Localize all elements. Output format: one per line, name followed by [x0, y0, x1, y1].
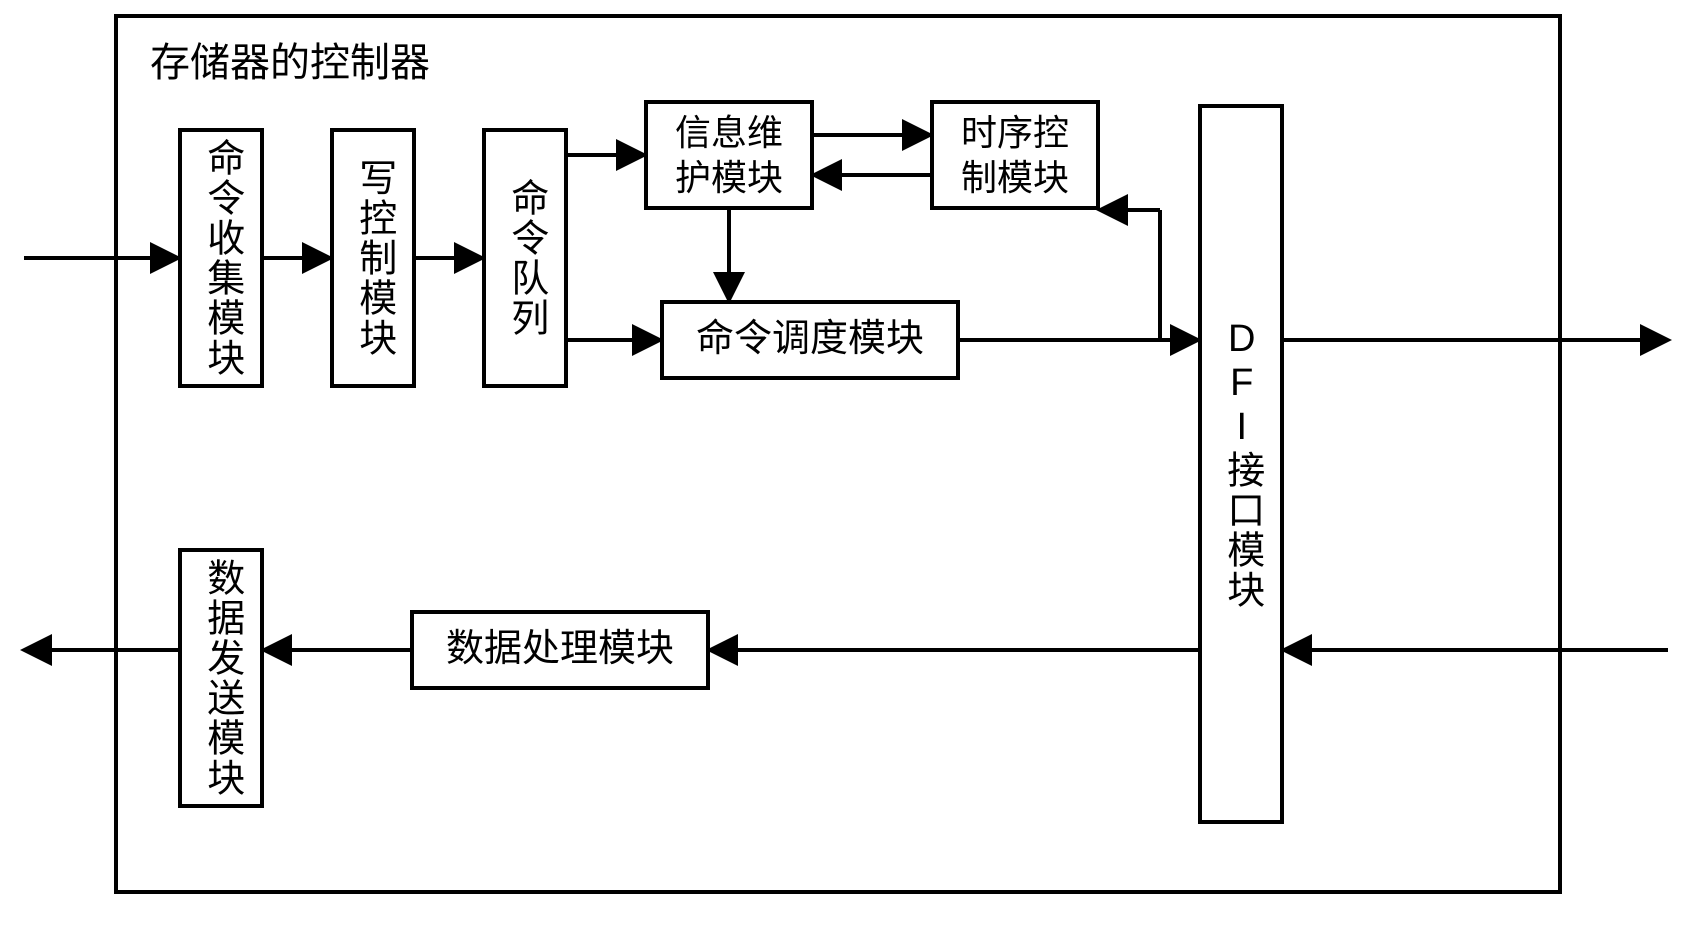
node-info-maint: 信息维 护模块	[644, 100, 814, 210]
node-timing-ctrl: 时序控 制模块	[930, 100, 1100, 210]
node-data-proc-label: 数据处理模块	[446, 626, 674, 674]
diagram-canvas: 存储器的控制器 命令收集模块 写控制模块 命令队列 信息维 护模块 时序控 制模…	[0, 0, 1691, 928]
node-cmd-sched: 命令调度模块	[660, 300, 960, 380]
node-write-ctrl-label: 写控制模块	[349, 158, 397, 358]
node-dfi: DFI接口模块	[1198, 104, 1284, 824]
node-write-ctrl: 写控制模块	[330, 128, 416, 388]
node-data-send: 数据发送模块	[178, 548, 264, 808]
node-data-send-label: 数据发送模块	[197, 558, 245, 798]
node-cmd-queue-label: 命令队列	[501, 178, 549, 338]
node-data-proc: 数据处理模块	[410, 610, 710, 690]
node-info-maint-label: 信息维 护模块	[675, 110, 783, 200]
node-cmd-queue: 命令队列	[482, 128, 568, 388]
node-cmd-sched-label: 命令调度模块	[696, 316, 924, 364]
node-timing-ctrl-label: 时序控 制模块	[961, 110, 1069, 200]
node-cmd-collect: 命令收集模块	[178, 128, 264, 388]
diagram-title: 存储器的控制器	[150, 30, 430, 88]
node-dfi-label: DFI接口模块	[1217, 318, 1265, 610]
node-cmd-collect-label: 命令收集模块	[197, 138, 245, 378]
